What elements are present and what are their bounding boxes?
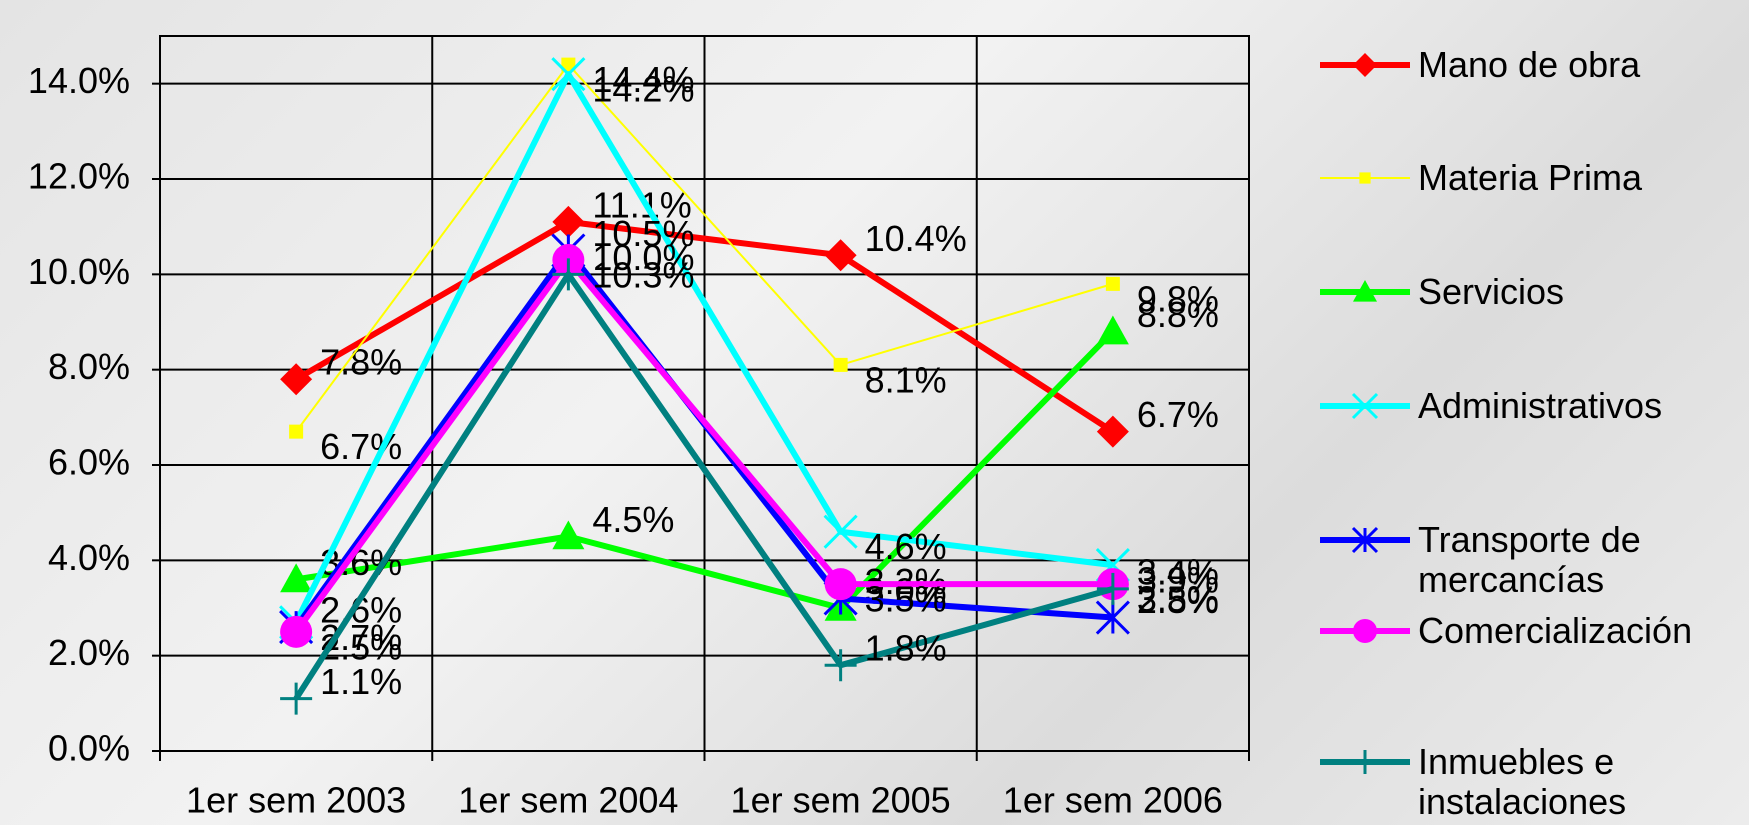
marker: [552, 520, 585, 550]
marker: [1353, 53, 1377, 77]
legend-label: Servicios: [1418, 271, 1565, 312]
marker: [1105, 276, 1120, 291]
y-tick-label: 4.0%: [48, 537, 130, 578]
marker: [280, 563, 313, 593]
data-label: 8.1%: [865, 359, 947, 400]
legend-label: Transporte de mercancías: [1418, 519, 1641, 600]
legend-entry: [1320, 172, 1410, 184]
x-tick-label: 1er sem 2003: [186, 780, 406, 821]
data-label: 4.6%: [865, 526, 947, 567]
series-line: [293, 271, 1114, 701]
marker: [551, 57, 586, 92]
legend-entry: [1320, 526, 1410, 554]
x-tick-label: 1er sem 2005: [731, 780, 951, 821]
marker: [823, 514, 858, 549]
series-line: [294, 218, 1115, 435]
data-label: 3.5%: [1137, 579, 1219, 620]
legend-entry: [1320, 392, 1410, 420]
marker: [833, 357, 848, 372]
marker: [1353, 750, 1377, 774]
series-line: [295, 329, 1116, 611]
series-line: [293, 257, 1113, 634]
marker: [1096, 415, 1129, 448]
y-tick-label: 2.0%: [48, 632, 130, 673]
legend-entry: [1320, 53, 1410, 77]
x-tick-label: 1er sem 2006: [1003, 780, 1223, 821]
marker: [280, 682, 313, 715]
y-tick-label: 10.0%: [28, 251, 130, 292]
marker: [1359, 172, 1371, 184]
marker: [1095, 600, 1130, 635]
marker: [552, 258, 585, 291]
marker: [824, 568, 857, 601]
marker: [824, 649, 857, 682]
legend-entry: [1320, 280, 1410, 302]
data-label: 2.8%: [1137, 580, 1219, 621]
data-label: 4.5%: [592, 499, 674, 540]
data-label: 3.9%: [1137, 560, 1219, 601]
marker: [289, 424, 304, 439]
marker: [1351, 392, 1379, 420]
marker: [1096, 315, 1129, 345]
data-label: 10.4%: [865, 218, 967, 259]
legend-label: Administrativos: [1418, 385, 1663, 426]
data-label: 6.7%: [1137, 394, 1219, 435]
marker: [1353, 619, 1377, 643]
data-label: 9.8%: [1137, 278, 1219, 319]
y-tick-label: 0.0%: [48, 728, 130, 769]
marker: [561, 57, 576, 72]
data-label: 10.5%: [592, 213, 694, 254]
y-tick-label: 14.0%: [28, 60, 130, 101]
marker: [1353, 280, 1377, 302]
x-tick-label: 1er sem 2004: [458, 780, 678, 821]
y-tick-label: 6.0%: [48, 442, 130, 483]
marker: [1096, 572, 1129, 605]
data-label: 11.1%: [592, 184, 691, 225]
data-label: 7.8%: [320, 342, 402, 383]
data-label: 3.4%: [1137, 551, 1219, 592]
legend-entry: [1320, 619, 1410, 643]
y-tick-label: 8.0%: [48, 346, 130, 387]
marker: [280, 615, 313, 648]
legend-label: Inmuebles e instalaciones: [1418, 741, 1627, 822]
data-label: 1.1%: [320, 661, 402, 702]
legend-entry: [1320, 750, 1410, 774]
data-label: 14.2%: [592, 69, 694, 110]
marker: [1351, 526, 1379, 554]
y-tick-label: 12.0%: [28, 156, 130, 197]
legend-label: Comercialización: [1418, 610, 1693, 651]
data-label: 14.4%: [592, 59, 694, 100]
series-line: [293, 71, 1114, 624]
data-label: 10.3%: [592, 255, 694, 296]
marker: [824, 239, 857, 272]
marker: [552, 205, 585, 238]
marker: [280, 363, 313, 396]
data-label: 1.8%: [865, 628, 947, 669]
legend-label: Mano de obra: [1418, 44, 1641, 85]
data-label: 3.5%: [865, 579, 947, 620]
series-line: [295, 63, 1114, 433]
data-label: 2.5%: [320, 626, 402, 667]
data-label: 10.0%: [592, 237, 694, 278]
legend-label: Materia Prima: [1418, 157, 1643, 198]
data-label: 8.8%: [1137, 294, 1219, 335]
